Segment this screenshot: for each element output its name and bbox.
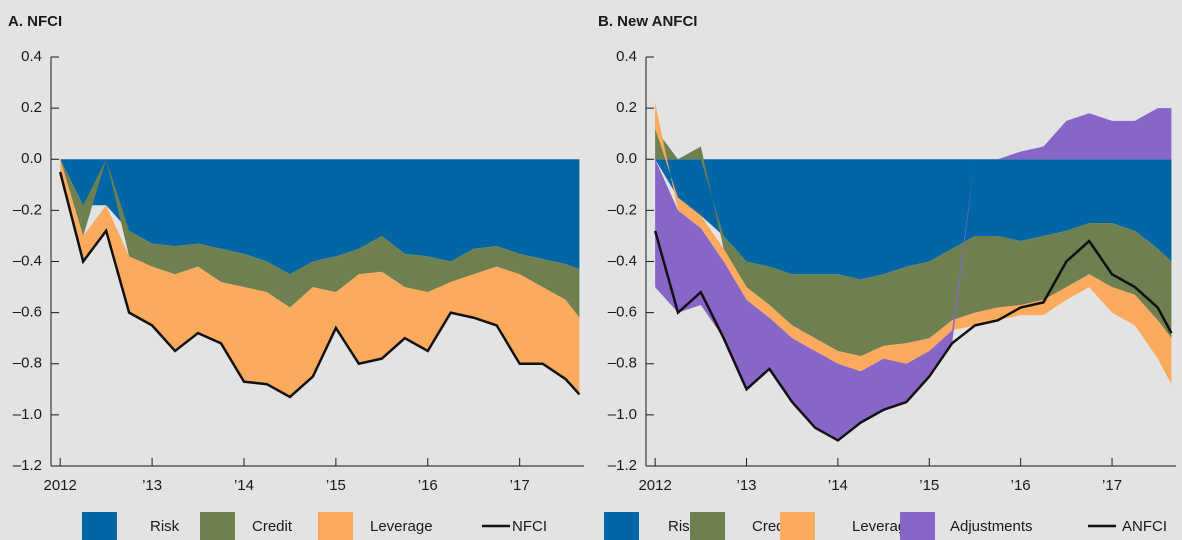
y-tick-label: 0.0 bbox=[616, 150, 637, 167]
stacked-area bbox=[655, 128, 1172, 357]
y-tick-label: 0.2 bbox=[21, 99, 42, 116]
y-tick-label: –0.4 bbox=[608, 252, 637, 269]
x-tick-label: ’13 bbox=[737, 477, 757, 494]
stacked-area bbox=[60, 159, 580, 318]
y-tick-label: 0.0 bbox=[21, 150, 42, 167]
legend-label: Adjustments bbox=[950, 518, 1033, 535]
legend-label: Credit bbox=[252, 518, 293, 535]
stacked-area bbox=[60, 159, 580, 397]
x-tick-label: 2012 bbox=[638, 477, 671, 494]
legend-swatch bbox=[690, 512, 725, 540]
y-tick-label: –0.8 bbox=[13, 355, 42, 372]
stacked-area bbox=[655, 108, 1172, 441]
y-tick-label: 0.4 bbox=[616, 48, 637, 65]
x-tick-label: ’14 bbox=[828, 477, 848, 494]
y-tick-label: –1.2 bbox=[13, 457, 42, 474]
index-line bbox=[653, 230, 1173, 442]
x-tick-label: ’15 bbox=[919, 477, 939, 494]
legend-label: Leverage bbox=[370, 518, 433, 535]
x-tick-label: ’14 bbox=[234, 477, 254, 494]
y-tick-label: –0.4 bbox=[13, 252, 42, 269]
stacked-area bbox=[60, 159, 580, 275]
y-tick-label: –1.0 bbox=[608, 406, 637, 423]
x-tick-label: ’13 bbox=[142, 477, 162, 494]
x-tick-label: 2012 bbox=[44, 477, 77, 494]
legend-swatch bbox=[900, 512, 935, 540]
x-tick-label: ’16 bbox=[1011, 477, 1031, 494]
stacked-area bbox=[655, 103, 1172, 385]
y-tick-label: –1.0 bbox=[13, 406, 42, 423]
panel-title: A. NFCI bbox=[8, 13, 62, 30]
index-line bbox=[58, 171, 581, 399]
legend-label: NFCI bbox=[512, 518, 547, 535]
legend-swatch bbox=[604, 512, 639, 540]
y-tick-label: 0.2 bbox=[616, 99, 637, 116]
panel-title: B. New ANFCI bbox=[598, 13, 697, 30]
y-tick-label: 0.4 bbox=[21, 48, 42, 65]
y-tick-label: –0.6 bbox=[608, 304, 637, 321]
legend-swatch bbox=[318, 512, 353, 540]
stacked-area bbox=[655, 159, 1172, 280]
x-tick-label: ’17 bbox=[1102, 477, 1122, 494]
legend-label: Leverage bbox=[852, 518, 915, 535]
y-tick-label: –1.2 bbox=[608, 457, 637, 474]
legend-swatch bbox=[82, 512, 117, 540]
y-tick-label: –0.2 bbox=[13, 201, 42, 218]
legend-label: ANFCI bbox=[1122, 518, 1167, 535]
x-tick-label: ’16 bbox=[418, 477, 438, 494]
x-tick-label: ’17 bbox=[510, 477, 530, 494]
legend-swatch bbox=[200, 512, 235, 540]
legend-swatch bbox=[780, 512, 815, 540]
x-tick-label: ’15 bbox=[326, 477, 346, 494]
y-tick-label: –0.6 bbox=[13, 304, 42, 321]
legend-label: Risk bbox=[150, 518, 180, 535]
y-tick-label: –0.8 bbox=[608, 355, 637, 372]
y-tick-label: –0.2 bbox=[608, 201, 637, 218]
